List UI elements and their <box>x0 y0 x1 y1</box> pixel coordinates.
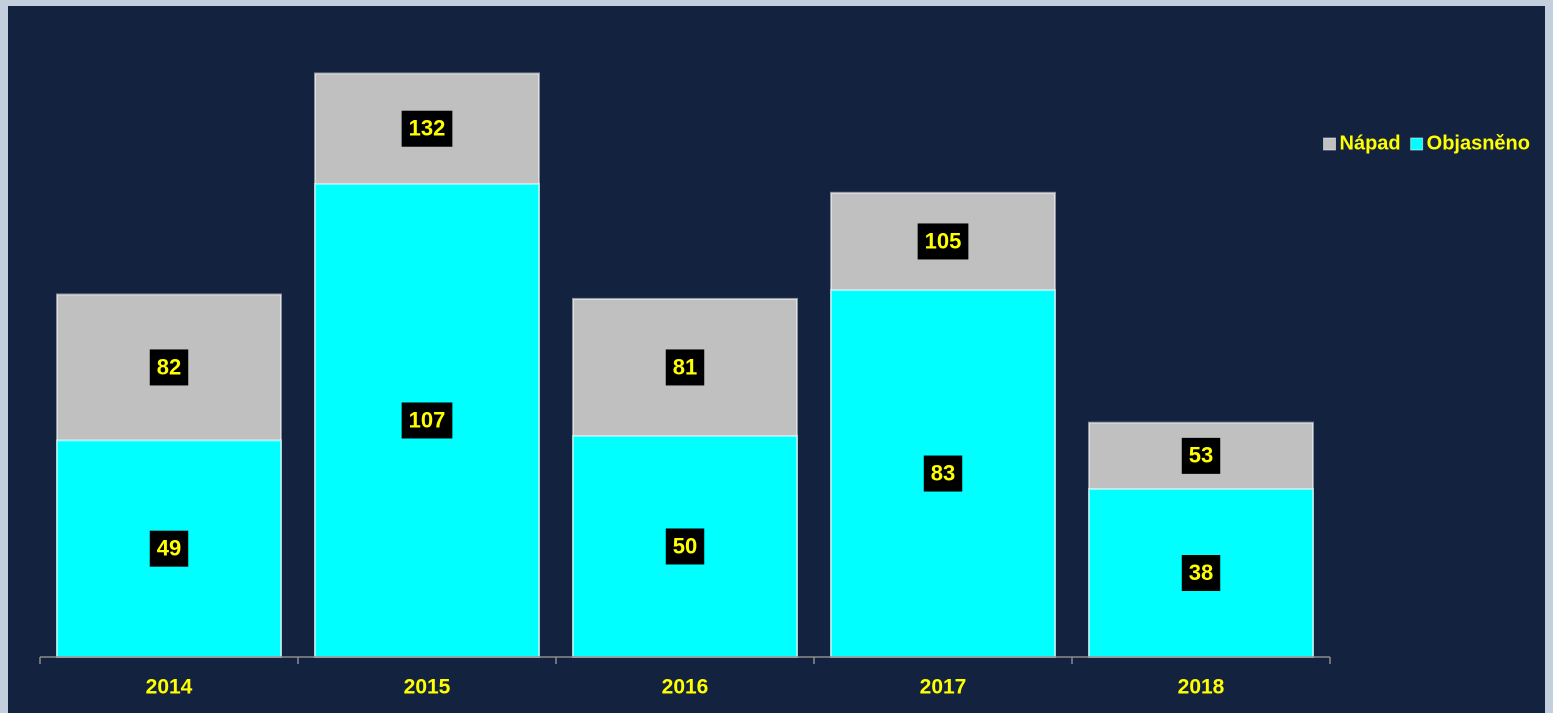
legend-swatch <box>1410 137 1424 151</box>
data-label: 105 <box>925 228 962 253</box>
x-tick-label: 2015 <box>404 676 451 699</box>
data-label-background <box>149 530 189 567</box>
data-label-background <box>401 402 453 439</box>
data-label-background <box>401 110 453 147</box>
legend-swatch <box>1323 137 1337 151</box>
x-tick-label: 2014 <box>146 676 193 699</box>
data-label-background <box>1181 555 1221 592</box>
data-label: 53 <box>1189 443 1213 468</box>
data-label-background <box>923 455 963 492</box>
data-label: 83 <box>931 460 955 485</box>
data-label: 49 <box>157 536 181 561</box>
data-label: 81 <box>673 354 697 379</box>
data-label-background <box>1181 437 1221 474</box>
data-label: 38 <box>1189 560 1213 585</box>
legend-label: Nápad <box>1340 132 1401 154</box>
data-label-background <box>149 349 189 386</box>
data-label: 50 <box>673 533 697 558</box>
data-label-background <box>665 349 705 386</box>
data-label-background <box>665 528 705 565</box>
data-label: 107 <box>409 407 446 432</box>
x-tick-label: 2016 <box>662 676 709 699</box>
x-tick-label: 2018 <box>1178 676 1225 699</box>
data-label-background <box>917 223 969 260</box>
x-tick-label: 2017 <box>920 676 967 699</box>
data-label: 132 <box>409 116 446 141</box>
data-label: 82 <box>157 354 181 379</box>
legend-label: Objasněno <box>1427 132 1530 154</box>
